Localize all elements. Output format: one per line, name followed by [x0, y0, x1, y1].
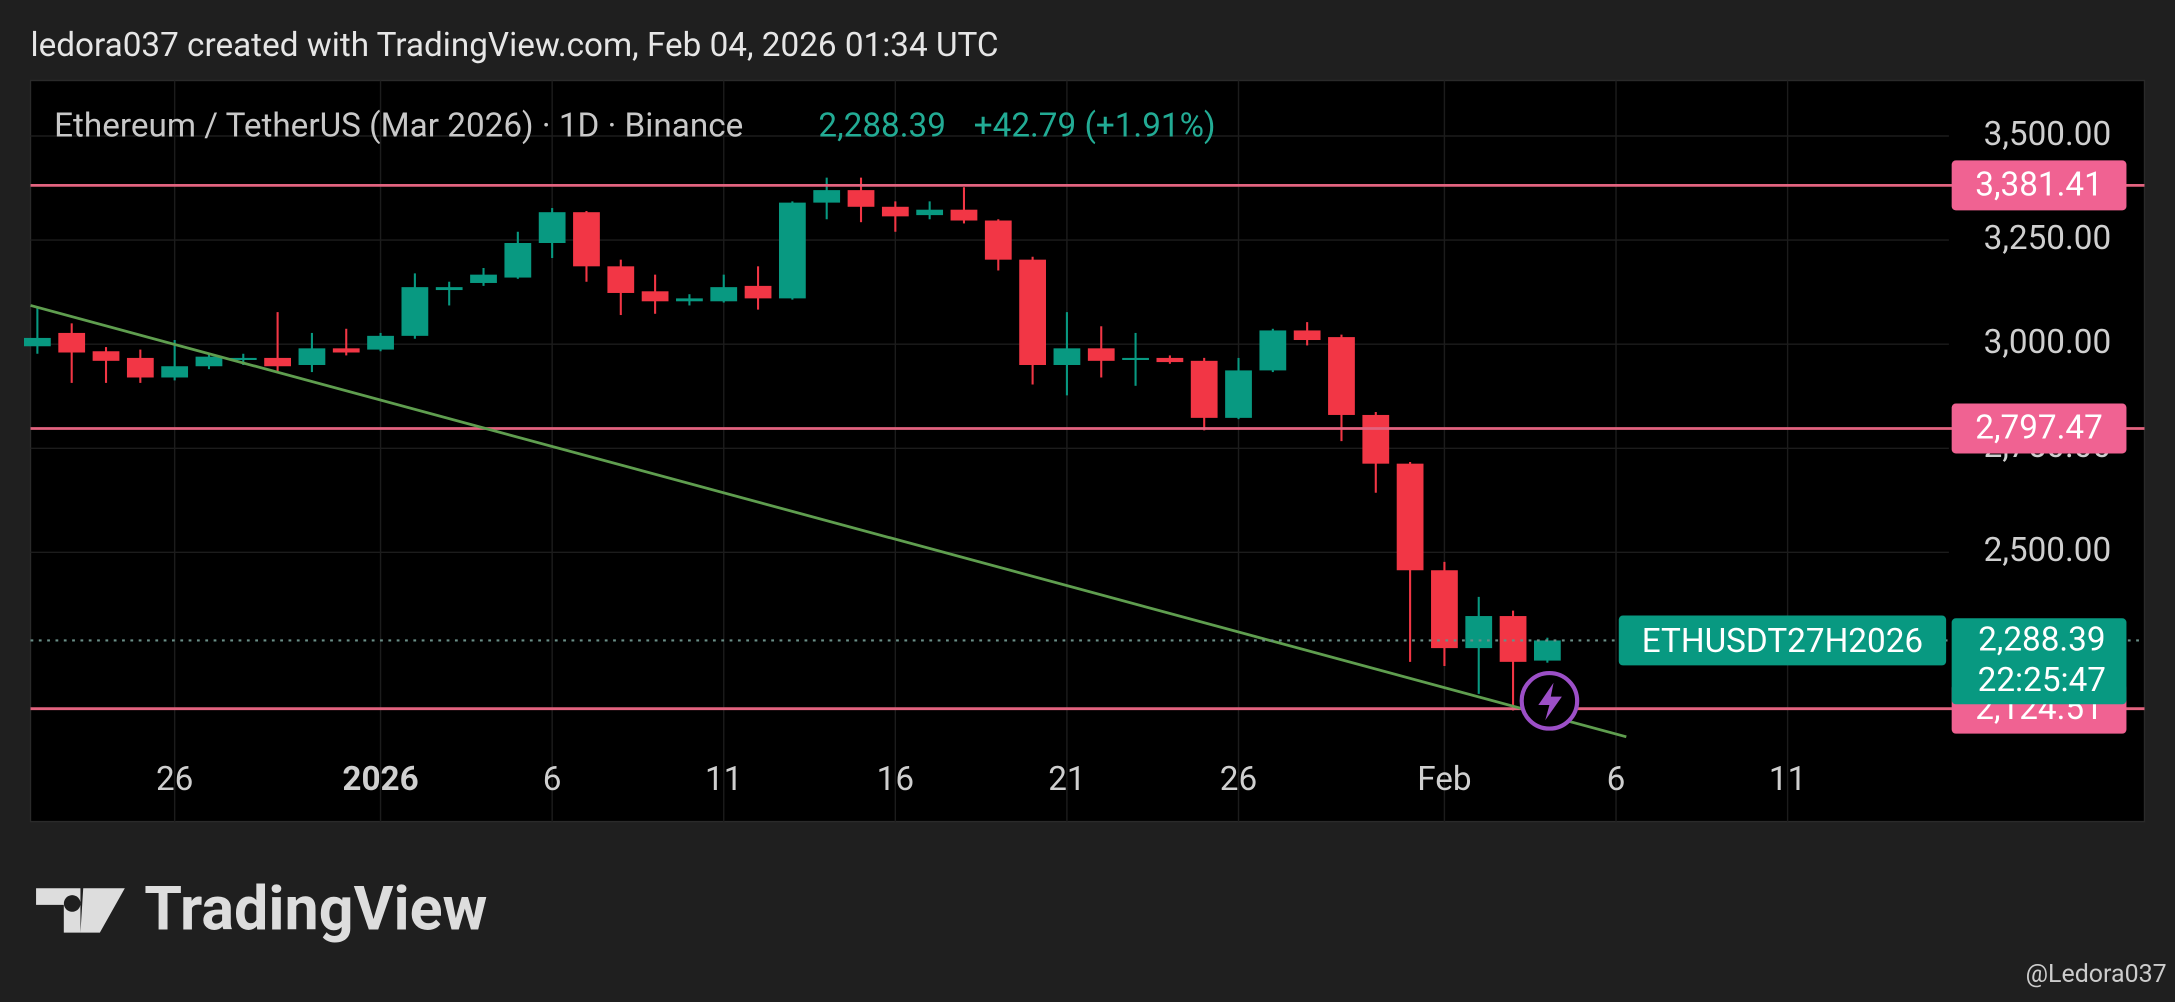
- candle-body: [1533, 640, 1561, 661]
- candle-body: [23, 337, 51, 347]
- axis-band: [1948, 739, 2144, 821]
- candle-body: [1293, 330, 1321, 341]
- candle-body: [195, 356, 223, 367]
- x-tick-label: 11: [1769, 760, 1806, 799]
- trendline: [30, 304, 1627, 739]
- candle-body: [264, 357, 291, 367]
- candle-body: [847, 190, 875, 207]
- candle-body: [1053, 348, 1081, 365]
- candle-body: [1431, 570, 1458, 649]
- candle-body: [126, 357, 154, 378]
- x-tick-label: 2026: [342, 760, 418, 799]
- y-tick-label: 3,250.00: [1984, 219, 2112, 258]
- legend-symbol: Ethereum / TetherUS (Mar 2026) · 1D · Bi…: [54, 106, 743, 145]
- candle-body: [298, 348, 326, 365]
- candle-body: [744, 285, 772, 299]
- candle-body: [916, 209, 944, 216]
- y-tick-label: 3,500.00: [1984, 115, 2112, 154]
- candle-body: [1190, 360, 1218, 418]
- x-tick-label: 11: [705, 760, 742, 799]
- candle-body: [710, 287, 738, 302]
- price-label: 2,797.47: [1975, 409, 2103, 448]
- candle-body: [92, 351, 120, 361]
- last-price-label: 2,288.39: [1978, 621, 2106, 660]
- candle-body: [229, 357, 257, 360]
- candle-body: [984, 220, 1012, 260]
- candle-body: [1362, 414, 1390, 464]
- y-tick-label: 2,500.00: [1984, 531, 2112, 570]
- candle-body: [676, 298, 703, 302]
- y-tick-label: 3,000.00: [1984, 323, 2112, 362]
- candle-body: [470, 274, 497, 283]
- candle-body: [401, 287, 429, 336]
- candle-body: [1328, 337, 1355, 415]
- candle-body: [607, 266, 635, 293]
- x-tick-label: 26: [156, 760, 193, 799]
- logo: [36, 888, 125, 933]
- candle-body: [1019, 259, 1046, 365]
- chart-panel: [29, 79, 2146, 823]
- price-label-box: [1951, 403, 2127, 454]
- price-label: 3,381.41: [1975, 166, 2103, 205]
- candle-body: [58, 332, 86, 353]
- price-label-box: [1951, 160, 2127, 211]
- candle-body: [1396, 463, 1424, 571]
- credit: @Ledora037: [2026, 960, 2167, 989]
- x-tick-label: 16: [877, 760, 914, 799]
- candle-body: [1156, 357, 1184, 363]
- candle-body: [641, 291, 669, 302]
- last-price-box: [1951, 618, 2127, 705]
- countdown: 22:25:47: [1978, 661, 2106, 700]
- candle-body: [332, 348, 360, 353]
- x-tick-label: 21: [1048, 760, 1085, 799]
- candle-body: [881, 206, 909, 217]
- header: ledora037 created with TradingView.com, …: [31, 26, 999, 65]
- logo-text: TradingView: [144, 872, 487, 944]
- candle-body: [504, 243, 532, 278]
- alert-icon: [1519, 671, 1580, 731]
- symbol-label: ETHUSDT27H2026: [1642, 622, 1923, 661]
- candle-body: [161, 366, 189, 378]
- candle-body: [813, 190, 841, 203]
- x-tick-label: 6: [543, 760, 562, 799]
- candle-body: [778, 202, 806, 299]
- candle-body: [573, 212, 600, 267]
- candle-body: [950, 209, 978, 221]
- candle-body: [1087, 348, 1115, 361]
- candle-body: [1259, 330, 1287, 371]
- candle-body: [1465, 616, 1493, 649]
- x-tick-label: Feb: [1417, 760, 1471, 799]
- candle-body: [435, 287, 463, 291]
- candle-body: [367, 335, 394, 350]
- legend-change: +42.79 (+1.91%): [974, 106, 1216, 145]
- x-tick-label: 26: [1220, 760, 1257, 799]
- candle-body: [1122, 357, 1149, 360]
- symbol-box: [1618, 615, 1947, 666]
- x-tick-label: 6: [1607, 760, 1626, 799]
- candle-body: [538, 212, 566, 244]
- candle-body: [1225, 370, 1252, 418]
- candle-body: [1499, 616, 1527, 662]
- legend-price: 2,288.39: [818, 106, 946, 145]
